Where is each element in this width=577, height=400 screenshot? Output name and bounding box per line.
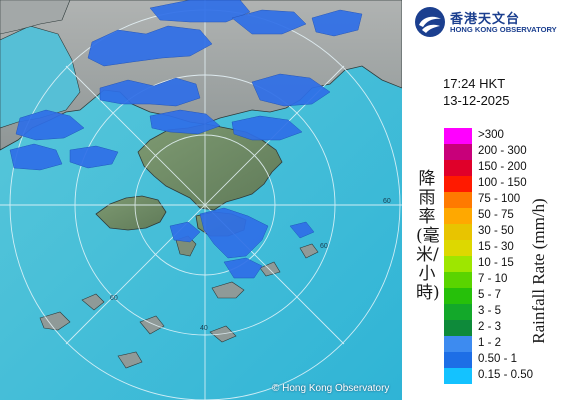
legend-label: 200 - 300 [478, 145, 527, 157]
legend-label: 7 - 10 [478, 273, 508, 285]
legend-label: 2 - 3 [478, 321, 502, 333]
legend-swatch [444, 288, 472, 304]
legend-label: 150 - 200 [478, 161, 527, 173]
legend-swatch [444, 336, 472, 352]
lantau-island [95, 195, 167, 231]
western-delta-land [0, 0, 71, 35]
legend-swatch [444, 272, 472, 288]
legend-label: 0.15 - 0.50 [478, 369, 533, 381]
legend-label: 15 - 30 [478, 241, 514, 253]
observatory-name-chinese: 香港天文台 [450, 12, 521, 27]
legend-title-english-container: Rainfall Rate (mm/h) [514, 168, 564, 373]
legend-label: 75 - 100 [478, 193, 521, 205]
range-labels: 60 60 60 40 [110, 198, 391, 332]
outlying-island-3 [81, 293, 105, 311]
outlying-island-2 [39, 311, 71, 331]
radar-map[interactable]: 60 60 60 40 © Hong Kong Observatory [0, 0, 402, 400]
legend-label: 1 - 2 [478, 337, 502, 349]
legend-swatch [444, 320, 472, 336]
outlying-island-8 [259, 261, 281, 277]
observatory-name-english: HONG KONG OBSERVATORY [450, 25, 557, 34]
pearl-river-estuary [0, 25, 81, 129]
legend-swatch [444, 352, 472, 368]
observation-date: 13-12-2025 [443, 93, 510, 108]
legend-label: 50 - 75 [478, 209, 514, 221]
legend-swatch [444, 192, 472, 208]
legend-label: 3 - 5 [478, 305, 502, 317]
copyright-notice: © Hong Kong Observatory [272, 383, 390, 394]
legend-swatch [444, 160, 472, 176]
legend-title-chinese: 降雨率(毫米/小時) [416, 169, 440, 303]
observatory-logo[interactable]: 香港天文台 HONG KONG OBSERVATORY [414, 6, 574, 38]
legend-swatch [444, 240, 472, 256]
outlying-island-6 [117, 351, 143, 369]
legend-label: 5 - 7 [478, 289, 502, 301]
legend-title-english: Rainfall Rate (mm/h) [529, 197, 548, 344]
range-label-south: 40 [200, 325, 208, 332]
range-label-east: 60 [383, 198, 391, 205]
observatory-logo-icon [415, 7, 445, 37]
legend-swatch [444, 304, 472, 320]
outlying-island-7 [299, 243, 319, 259]
radar-map-canvas: 60 60 60 40 [0, 0, 402, 400]
legend-label: 10 - 15 [478, 257, 514, 269]
legend-swatch [444, 144, 472, 160]
legend-label: 100 - 150 [478, 177, 527, 189]
legend-swatch [444, 208, 472, 224]
legend-label: >300 [478, 129, 504, 141]
legend-label: 30 - 50 [478, 225, 514, 237]
legend-swatch [444, 128, 472, 144]
info-panel: 香港天文台 HONG KONG OBSERVATORY 17:24 HKT 13… [402, 0, 577, 400]
outlying-island-1 [211, 281, 245, 299]
range-label-southeast: 60 [320, 243, 328, 250]
legend-swatch [444, 368, 472, 384]
legend-swatch [444, 176, 472, 192]
observation-time: 17:24 HKT [443, 76, 506, 91]
legend-swatch [444, 224, 472, 240]
range-label-southwest: 60 [110, 295, 118, 302]
legend-swatch [444, 256, 472, 272]
legend-label: 0.50 - 1 [478, 353, 517, 365]
rain-echoes [9, 0, 363, 279]
